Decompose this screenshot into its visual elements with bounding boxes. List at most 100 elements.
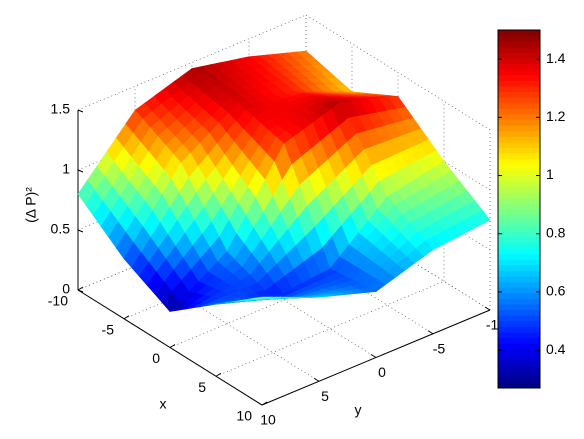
colorbar-segment bbox=[498, 298, 540, 305]
colorbar-segment bbox=[498, 264, 540, 272]
colorbar-segment bbox=[498, 136, 540, 143]
colorbar-segment bbox=[498, 214, 540, 221]
z-tick bbox=[77, 109, 84, 113]
x-axis-label: x bbox=[160, 396, 167, 412]
colorbar-segment bbox=[498, 304, 540, 311]
colorbar-segment bbox=[498, 69, 540, 76]
colorbar-segment bbox=[498, 57, 540, 65]
colorbar-tick-label: 1.2 bbox=[546, 108, 566, 124]
colorbar-segment bbox=[498, 80, 540, 87]
z-tick-label: 0 bbox=[62, 281, 70, 297]
colorbar-segment bbox=[498, 209, 540, 216]
colorbar-segment bbox=[498, 113, 540, 120]
z-tick-label: 0.5 bbox=[51, 221, 71, 237]
colorbar-segment bbox=[498, 30, 540, 37]
colorbar-frame bbox=[497, 29, 541, 389]
y-tick bbox=[427, 330, 434, 335]
colorbar-segment bbox=[498, 220, 540, 227]
y-tick-label: -5 bbox=[433, 340, 446, 356]
colorbar-segment bbox=[498, 270, 540, 277]
colorbar-segment bbox=[498, 365, 540, 372]
y-tick bbox=[370, 354, 377, 358]
colorbar-tick-label: 0.6 bbox=[546, 283, 566, 299]
z-axis-label: (Δ P)² bbox=[23, 187, 39, 223]
colorbar-segment bbox=[498, 91, 540, 98]
x-tick bbox=[77, 286, 84, 291]
colorbar-segment bbox=[498, 192, 540, 199]
colorbar-segment bbox=[498, 354, 540, 361]
x-tick-label: -10 bbox=[48, 293, 68, 309]
colorbar-segment bbox=[498, 287, 540, 294]
colorbar-segment bbox=[498, 382, 540, 389]
colorbar-segment bbox=[498, 259, 540, 266]
colorbar-segment bbox=[498, 242, 540, 249]
colorbar-segment bbox=[498, 169, 540, 176]
colorbar-segment bbox=[498, 125, 540, 132]
colorbar-segment bbox=[498, 147, 540, 154]
z-tick bbox=[77, 229, 84, 233]
colorbar-tick-label: 0.4 bbox=[546, 341, 566, 357]
x-tick bbox=[215, 372, 222, 377]
colorbar-segment bbox=[498, 332, 540, 339]
colorbar-segment bbox=[498, 164, 540, 171]
colorbar-segment bbox=[498, 141, 540, 148]
colorbar-tick-label: 0.8 bbox=[546, 224, 566, 240]
colorbar-segment bbox=[498, 337, 540, 344]
x-tick bbox=[261, 401, 268, 406]
colorbar-segment bbox=[498, 35, 540, 42]
colorbar-segment bbox=[498, 74, 540, 81]
colorbar-segment bbox=[498, 181, 540, 188]
colorbar-segment bbox=[498, 320, 540, 327]
colorbar-segment bbox=[498, 231, 540, 238]
surface-patch bbox=[254, 296, 272, 299]
z-tick bbox=[77, 289, 84, 293]
x-tick-label: 10 bbox=[236, 408, 252, 424]
x-tick-label: 5 bbox=[198, 379, 206, 395]
colorbar-segment bbox=[498, 197, 540, 204]
colorbar-segment bbox=[498, 343, 540, 350]
grid-line bbox=[305, 14, 491, 131]
colorbar-segment bbox=[498, 253, 540, 260]
y-tick bbox=[313, 377, 320, 382]
colorbar-segment bbox=[498, 292, 540, 299]
colorbar-segment bbox=[498, 276, 540, 283]
y-tick bbox=[256, 401, 263, 406]
colorbar-segment bbox=[498, 348, 540, 355]
colorbar-segment bbox=[498, 309, 540, 316]
z-tick-label: 1.5 bbox=[51, 101, 71, 117]
colorbar: 0.4 0.6 0.8 1 1.2 1.4 bbox=[497, 29, 566, 389]
y-tick-label: 0 bbox=[378, 364, 386, 380]
colorbar-segment bbox=[498, 175, 540, 182]
surface bbox=[77, 50, 491, 312]
x-tick-label: 0 bbox=[152, 350, 160, 366]
colorbar-segment bbox=[498, 130, 540, 137]
colorbar-segment bbox=[498, 63, 540, 70]
colorbar-segment bbox=[498, 97, 540, 104]
colorbar-segment bbox=[498, 102, 540, 109]
colorbar-segment bbox=[498, 315, 540, 322]
colorbar-segment bbox=[498, 52, 540, 59]
x-tick bbox=[123, 315, 130, 320]
colorbar-tick-label: 1.4 bbox=[546, 50, 566, 66]
y-tick-label: 5 bbox=[321, 388, 329, 404]
y-tick bbox=[484, 306, 491, 311]
colorbar-segment bbox=[498, 360, 540, 367]
colorbar-segment bbox=[498, 225, 540, 232]
colorbar-segment bbox=[498, 376, 540, 383]
colorbar-segment bbox=[498, 281, 540, 288]
z-tick bbox=[77, 169, 84, 173]
z-tick-label: 1 bbox=[62, 161, 70, 177]
colorbar-segment bbox=[498, 158, 540, 165]
y-tick-label: 10 bbox=[260, 412, 276, 428]
colorbar-segment bbox=[498, 119, 540, 126]
y-axis-label: y bbox=[355, 402, 362, 418]
x-tick bbox=[169, 344, 176, 348]
colorbar-segment bbox=[498, 326, 540, 333]
colorbar-segment bbox=[498, 108, 540, 115]
colorbar-segment bbox=[498, 203, 540, 210]
colorbar-segment bbox=[498, 46, 540, 53]
colorbar-segment bbox=[498, 153, 540, 160]
colorbar-segment bbox=[498, 371, 540, 378]
colorbar-tick-label: 1 bbox=[546, 166, 554, 182]
